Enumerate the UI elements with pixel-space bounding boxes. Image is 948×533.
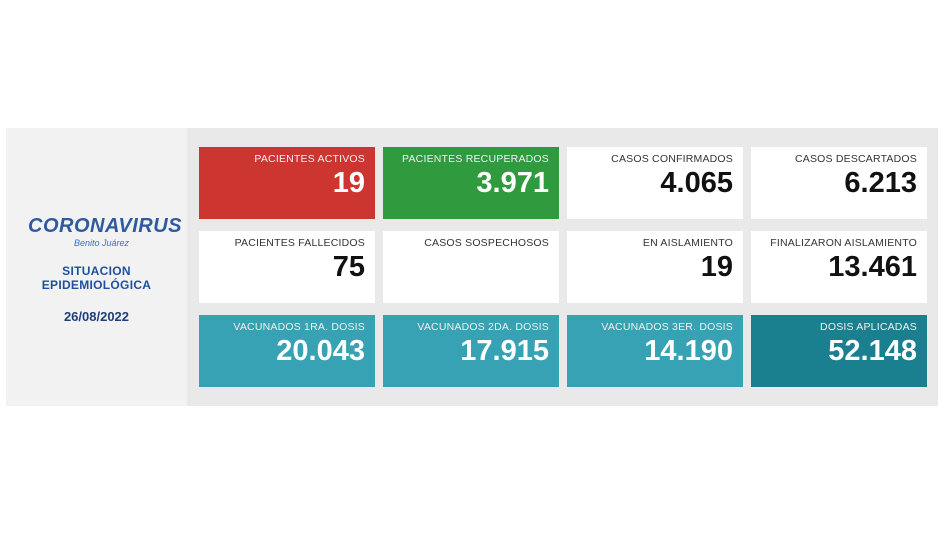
card-label: VACUNADOS 1RA. DOSIS	[233, 321, 365, 333]
card-pacientes-fallecidos: PACIENTES FALLECIDOS 75	[199, 231, 375, 303]
card-label: VACUNADOS 3ER. DOSIS	[601, 321, 733, 333]
card-label: PACIENTES ACTIVOS	[254, 153, 365, 165]
brand-subtitle: Benito Juárez	[74, 238, 130, 248]
card-label: EN AISLAMIENTO	[642, 237, 733, 249]
card-casos-confirmados: CASOS CONFIRMADOS 4.065	[567, 147, 743, 219]
card-value: 6.213	[844, 167, 917, 199]
card-pacientes-recuperados: PACIENTES RECUPERADOS 3.971	[383, 147, 559, 219]
brand-logo: CORONAVIRUS	[28, 215, 183, 237]
card-dosis-aplicadas: DOSIS APLICADAS 52.148	[751, 315, 927, 387]
card-pacientes-activos: PACIENTES ACTIVOS 19	[199, 147, 375, 219]
card-value: 75	[332, 251, 365, 283]
card-value: 19	[332, 167, 365, 199]
card-label: DOSIS APLICADAS	[820, 321, 917, 333]
card-value: 3.971	[476, 167, 549, 199]
card-value: 14.190	[644, 335, 733, 367]
card-label: CASOS CONFIRMADOS	[611, 153, 733, 165]
situation-title: SITUACION EPIDEMIOLÓGICA	[6, 264, 187, 292]
card-value: 52.148	[828, 335, 917, 367]
card-value: 13.461	[828, 251, 917, 283]
sidebar: CORONAVIRUS Benito Juárez SITUACION EPID…	[6, 128, 187, 406]
card-value: 4.065	[660, 167, 733, 199]
card-casos-sospechosos: CASOS SOSPECHOSOS	[383, 231, 559, 303]
dashboard-panel: CORONAVIRUS Benito Juárez SITUACION EPID…	[6, 128, 938, 406]
card-label: CASOS DESCARTADOS	[794, 153, 917, 165]
situation-title-line1: SITUACION	[62, 264, 131, 278]
card-en-aislamiento: EN AISLAMIENTO 19	[567, 231, 743, 303]
card-label: FINALIZARON AISLAMIENTO	[770, 237, 917, 249]
card-vacunados-1ra-dosis: VACUNADOS 1RA. DOSIS 20.043	[199, 315, 375, 387]
card-value: 19	[700, 251, 733, 283]
card-label: VACUNADOS 2DA. DOSIS	[417, 321, 549, 333]
card-label: CASOS SOSPECHOSOS	[424, 237, 549, 249]
stats-grid: PACIENTES ACTIVOS 19 PACIENTES RECUPERAD…	[199, 147, 927, 387]
card-vacunados-3er-dosis: VACUNADOS 3ER. DOSIS 14.190	[567, 315, 743, 387]
card-value: 17.915	[460, 335, 549, 367]
card-value: 20.043	[276, 335, 365, 367]
situation-title-line2: EPIDEMIOLÓGICA	[41, 278, 152, 292]
card-label: PACIENTES FALLECIDOS	[234, 237, 365, 249]
card-vacunados-2da-dosis: VACUNADOS 2DA. DOSIS 17.915	[383, 315, 559, 387]
card-label: PACIENTES RECUPERADOS	[402, 153, 549, 165]
card-finalizaron-aislamiento: FINALIZARON AISLAMIENTO 13.461	[751, 231, 927, 303]
report-date: 26/08/2022	[63, 309, 130, 324]
card-casos-descartados: CASOS DESCARTADOS 6.213	[751, 147, 927, 219]
